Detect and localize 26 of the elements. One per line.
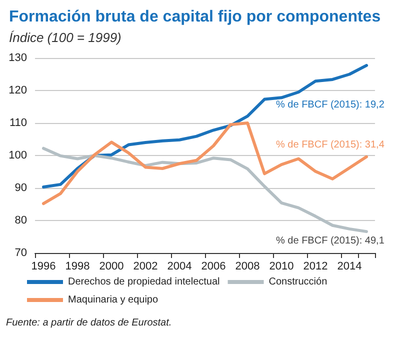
x-tick-label: 2014 [337,260,362,272]
y-tick-label: 80 [14,214,27,226]
y-tick-label: 70 [14,247,27,259]
x-tick-label: 2008 [235,260,260,272]
chart-title: Formación bruta de capital fijo por componentes [9,8,381,26]
x-tick-label: 2010 [269,260,294,272]
y-tick-label: 90 [14,182,27,194]
legend-label: Construcción [268,276,328,288]
x-tick-label: 2004 [167,260,192,272]
legend-label: Derechos de propiedad intelectual [68,276,220,288]
x-tick-label: 1998 [65,260,90,272]
annotation: % de FBCF (2015): 31,4 [276,140,385,150]
x-tick-label: 2000 [99,260,124,272]
x-tick-label: 2006 [201,260,226,272]
y-tick-label: 130 [8,52,27,64]
x-tick-label: 2012 [303,260,328,272]
y-tick-label: 110 [9,117,27,129]
y-tick-label: 120 [8,84,27,96]
x-tick-label: 1996 [31,260,56,272]
y-tick-label: 100 [8,150,27,162]
legend-label: Maquinaria y equipo [68,294,158,306]
annotation: % de FBCF (2015): 49,1 [276,236,385,246]
annotation: % de FBCF (2015): 19,2 [276,100,385,110]
chart-subtitle: Índice (100 = 1999) [9,30,122,45]
source-note: Fuente: a partir de datos de Eurostat. [6,318,172,328]
x-tick-label: 2002 [133,260,158,272]
